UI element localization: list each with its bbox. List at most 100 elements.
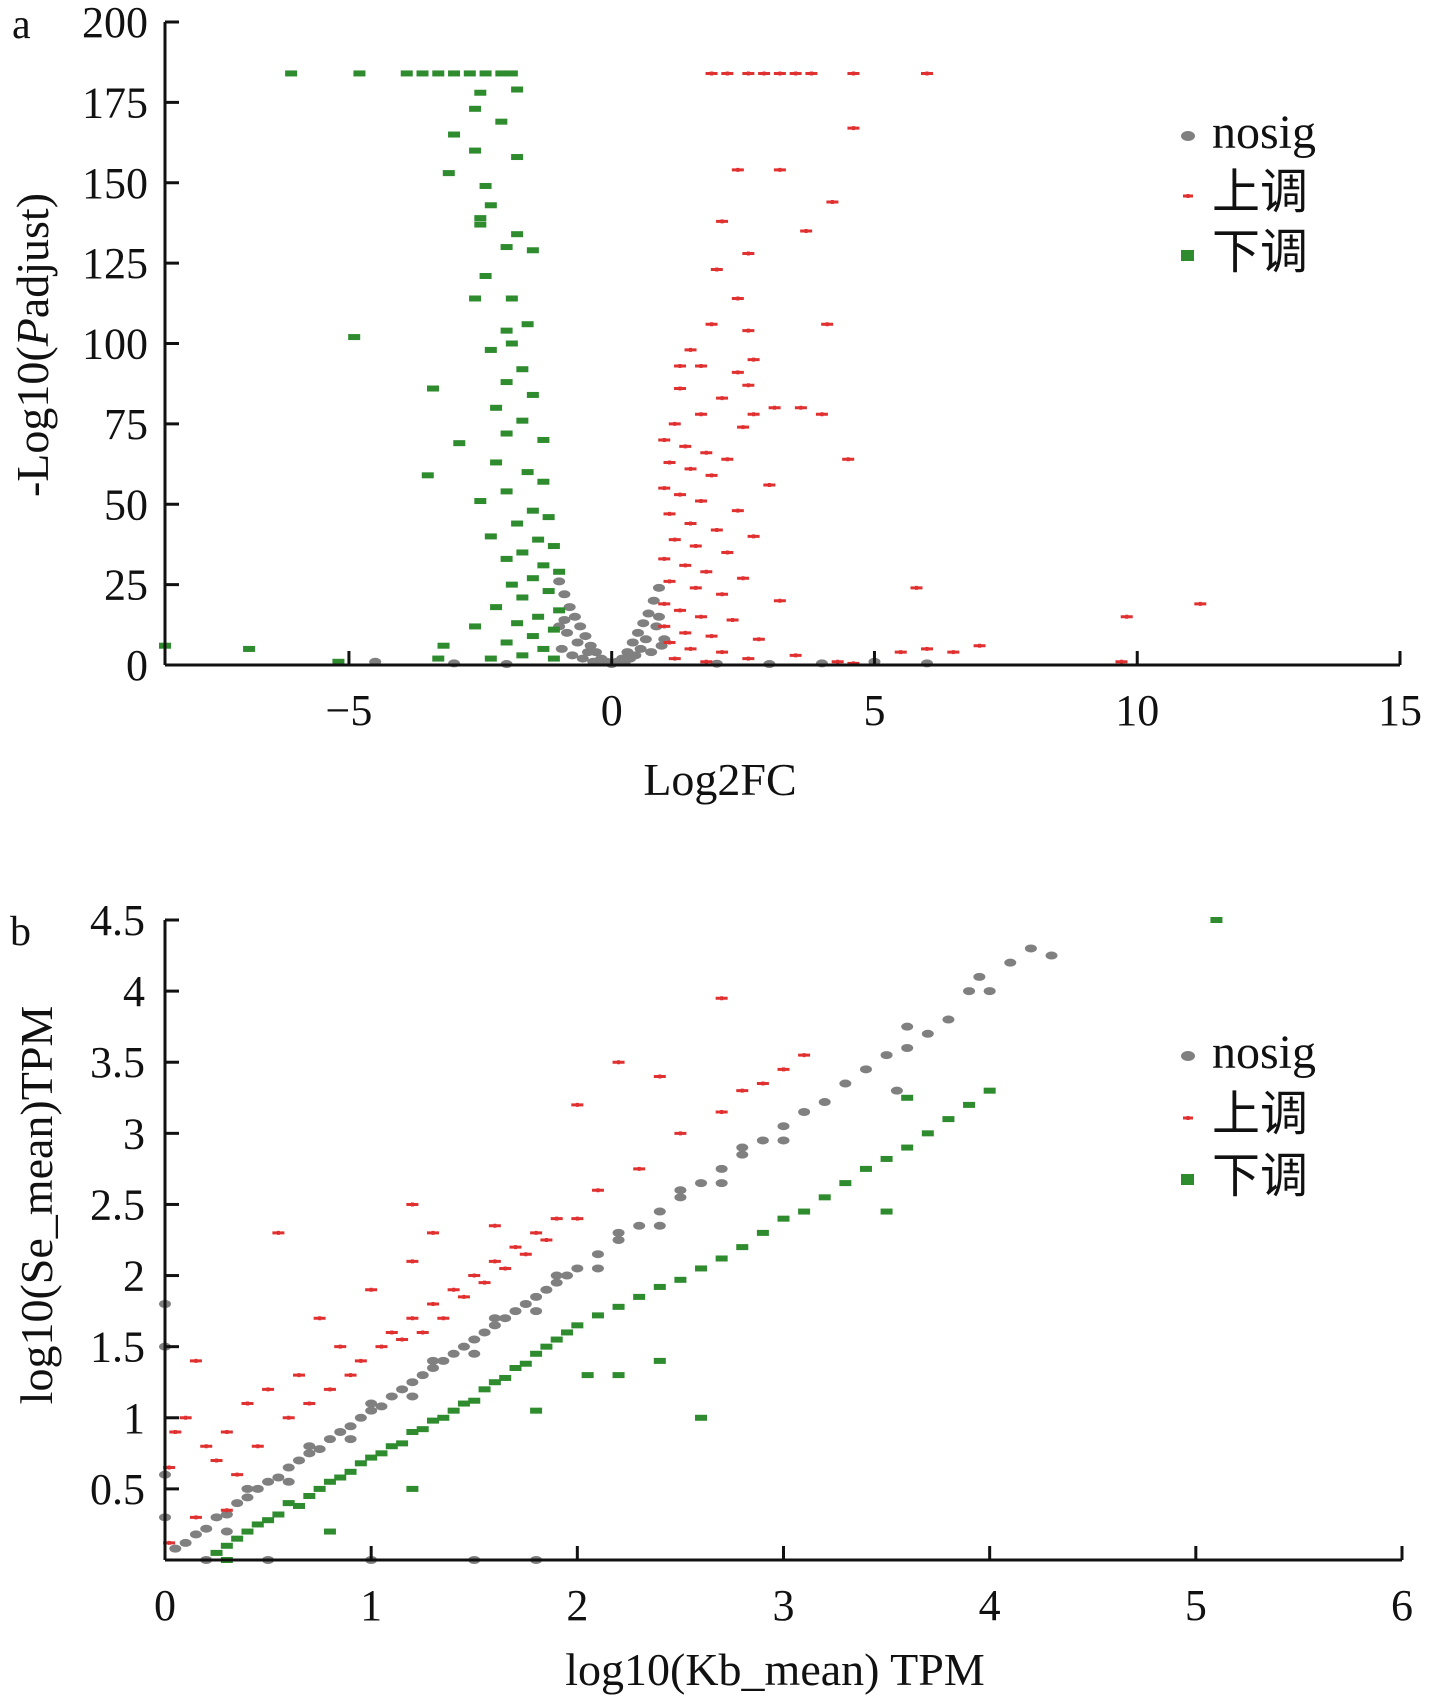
data-point-nosig: [365, 1406, 378, 1415]
legend-swatch-上调: [1183, 194, 1193, 198]
data-point-nosig: [818, 1098, 831, 1107]
data-point-下调: [332, 658, 345, 665]
data-point-下调: [561, 1329, 574, 1336]
data-point-上调: [668, 421, 681, 426]
data-point-nosig: [983, 987, 996, 996]
data-point-下调: [901, 1144, 914, 1151]
data-point-下调: [653, 1357, 666, 1364]
data-point-上调: [406, 1202, 419, 1207]
y-axis-title-a: -Log10(Padjust): [7, 193, 58, 497]
data-point-下调: [500, 244, 513, 251]
data-point-nosig: [563, 603, 576, 612]
data-point-下调: [505, 581, 518, 588]
data-point-nosig: [427, 1364, 440, 1372]
data-point-上调: [668, 656, 681, 661]
data-point-下调: [293, 1502, 306, 1509]
data-point-上调: [705, 322, 718, 327]
x-tick-label: 6: [1391, 1581, 1413, 1630]
data-point-下调: [695, 1414, 708, 1421]
data-point-上调: [540, 1238, 553, 1242]
data-point-下调: [511, 154, 524, 161]
data-point-上调: [396, 1337, 409, 1342]
data-point-下调: [448, 70, 461, 77]
data-point-下调: [500, 430, 513, 437]
x-tick-label: −5: [326, 686, 373, 735]
data-point-上调: [705, 473, 718, 478]
data-point-下调: [777, 1215, 790, 1222]
y-tick-label: 4: [123, 967, 145, 1016]
data-point-下调: [547, 626, 560, 633]
data-point-下调: [500, 488, 513, 495]
data-point-上调: [773, 598, 786, 603]
data-point-上调: [447, 1287, 460, 1292]
data-point-上调: [716, 650, 729, 655]
data-point-nosig: [637, 619, 650, 628]
data-point-nosig: [220, 1510, 233, 1519]
y-axis-title-b: log10(Se_mean)TPM: [11, 1006, 62, 1405]
x-axis-title-b: log10(Kb_mean) TPM: [565, 1644, 985, 1695]
data-point-nosig: [396, 1385, 409, 1394]
data-point-上调: [742, 251, 755, 256]
data-point-上调: [499, 1266, 512, 1271]
data-point-下调: [532, 613, 545, 620]
data-point-上调: [674, 608, 687, 613]
data-point-nosig: [210, 1513, 223, 1522]
data-point-上调: [591, 1188, 604, 1193]
data-point-下调: [901, 1094, 914, 1101]
data-point-上调: [663, 460, 676, 465]
data-point-下调: [474, 498, 487, 505]
data-point-nosig: [890, 1086, 903, 1095]
scatter-ticks: 0 1 2 3 4 5 6 0.5 1 1.5 2 2.5 3 3.5 4 4.5: [90, 896, 1413, 1630]
data-point-下调: [243, 645, 256, 652]
data-point-下调: [516, 549, 529, 556]
data-point-nosig: [499, 1314, 512, 1323]
data-point-下调: [963, 1101, 976, 1108]
data-point-nosig: [612, 1236, 625, 1244]
data-point-下调: [591, 1312, 604, 1319]
data-point-下调: [537, 436, 550, 443]
y-tick-label: 2.5: [90, 1180, 145, 1229]
data-point-上调: [715, 1110, 728, 1114]
data-point-下调: [484, 346, 497, 353]
data-point-下调: [818, 1194, 831, 1201]
data-point-上调: [674, 1131, 687, 1136]
data-point-上调: [800, 228, 813, 233]
data-point-nosig: [365, 1399, 378, 1408]
data-point-上调: [679, 630, 692, 635]
panel-letter-b: b: [10, 909, 31, 955]
data-point-nosig: [262, 1477, 275, 1486]
data-point-下调: [612, 1303, 625, 1310]
data-point-下调: [537, 562, 550, 569]
data-point-下调: [921, 1130, 934, 1137]
data-point-nosig: [715, 1164, 728, 1173]
data-point-上调: [663, 640, 676, 645]
data-point-上调: [789, 71, 802, 76]
data-point-nosig: [642, 609, 655, 618]
data-point-下调: [516, 652, 529, 659]
data-point-上调: [674, 492, 687, 497]
data-point-nosig: [282, 1477, 295, 1486]
data-point-上调: [747, 357, 760, 362]
data-point-上调: [742, 383, 755, 388]
data-point-nosig: [468, 1349, 481, 1358]
legend-label: 上调: [1212, 166, 1308, 219]
data-point-下调: [839, 1180, 852, 1187]
data-point-上调: [519, 1252, 532, 1257]
data-point-下调: [488, 1379, 501, 1386]
data-point-下调: [474, 89, 487, 96]
data-point-上调: [731, 370, 744, 375]
data-point-nosig: [169, 1544, 182, 1553]
data-point-nosig: [272, 1473, 285, 1482]
data-point-nosig: [488, 1321, 501, 1330]
data-point-下调: [427, 385, 440, 392]
data-point-上调: [385, 1330, 398, 1335]
data-point-上调: [798, 1053, 811, 1058]
data-point-nosig: [736, 1150, 749, 1159]
data-point-nosig: [633, 1221, 646, 1230]
data-point-下调: [375, 1450, 388, 1457]
data-point-下调: [241, 1528, 254, 1535]
x-tick-label: 5: [863, 686, 885, 735]
data-point-nosig: [561, 1271, 574, 1280]
data-point-下调: [251, 1521, 264, 1528]
